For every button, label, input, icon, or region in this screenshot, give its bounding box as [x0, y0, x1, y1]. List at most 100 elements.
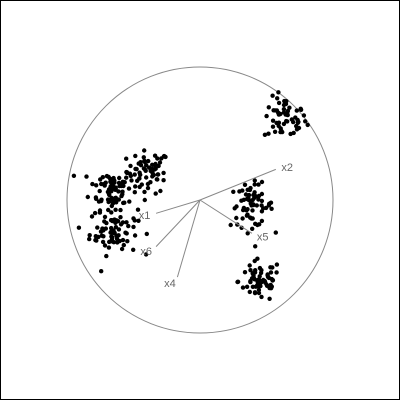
data-point [117, 184, 121, 188]
data-point [87, 237, 91, 241]
data-point [257, 288, 261, 292]
data-point [274, 230, 278, 234]
data-point [94, 238, 98, 242]
data-point [101, 175, 105, 179]
data-point [274, 270, 278, 274]
axis-label-x6: x6 [140, 246, 152, 258]
data-point [124, 170, 128, 174]
data-point [144, 175, 148, 179]
data-point [267, 105, 271, 109]
data-point [162, 154, 166, 158]
data-point [271, 125, 275, 129]
data-point [111, 201, 115, 205]
data-point [306, 123, 310, 127]
data-point [251, 271, 255, 275]
data-point [246, 196, 250, 200]
data-point [131, 248, 135, 252]
data-point [131, 225, 135, 229]
data-point [161, 178, 165, 182]
data-point [286, 113, 290, 117]
data-point [99, 269, 103, 273]
data-point [243, 270, 247, 274]
data-point [248, 290, 252, 294]
data-point [94, 183, 98, 187]
data-point [243, 183, 247, 187]
data-point [111, 176, 115, 180]
data-point [245, 207, 249, 211]
data-point [118, 208, 122, 212]
data-point [98, 210, 102, 214]
data-point [265, 272, 269, 276]
data-point [125, 239, 129, 243]
data-point [270, 265, 274, 269]
data-point [267, 297, 271, 301]
data-point [245, 285, 249, 289]
data-point [253, 291, 257, 295]
data-point [124, 176, 128, 180]
data-point [145, 232, 149, 236]
data-point [116, 219, 120, 223]
data-point [276, 90, 280, 94]
data-point [261, 206, 265, 210]
data-point [295, 108, 299, 112]
axis-label-x2: x2 [281, 162, 293, 174]
data-point [90, 182, 94, 186]
data-point [117, 176, 121, 180]
data-point [259, 271, 263, 275]
data-point [94, 197, 98, 201]
data-point [95, 225, 99, 229]
data-point [152, 173, 156, 177]
data-point [234, 216, 238, 220]
data-point [269, 201, 273, 205]
data-point [250, 227, 254, 231]
data-point [133, 167, 137, 171]
data-point [258, 266, 262, 270]
data-point [94, 234, 98, 238]
data-point [156, 172, 160, 176]
data-point [118, 215, 122, 219]
data-point [133, 172, 137, 176]
data-point [260, 219, 264, 223]
data-point [264, 114, 268, 118]
data-point [287, 106, 291, 110]
data-point [148, 180, 152, 184]
data-point [142, 159, 146, 163]
data-point [127, 186, 131, 190]
data-point [296, 120, 300, 124]
data-point [158, 189, 162, 193]
data-point [297, 126, 301, 130]
data-point [252, 190, 256, 194]
data-point [290, 117, 294, 121]
data-point [235, 280, 239, 284]
data-point [275, 96, 279, 100]
data-point [146, 159, 150, 163]
data-point [123, 231, 127, 235]
data-point [277, 101, 281, 105]
data-point [102, 219, 106, 223]
data-point [275, 262, 279, 266]
data-point [282, 107, 286, 111]
data-point [288, 132, 292, 136]
data-point [115, 240, 119, 244]
data-point [120, 190, 124, 194]
data-point [153, 162, 157, 166]
data-point [237, 189, 241, 193]
data-point [99, 229, 103, 233]
data-point [299, 107, 303, 111]
data-point [260, 180, 264, 184]
data-point [248, 263, 252, 267]
data-point [109, 210, 113, 214]
data-point [103, 215, 107, 219]
data-point [231, 190, 235, 194]
axis-label-x5: x5 [257, 232, 269, 244]
data-point [303, 119, 307, 123]
data-point [133, 233, 137, 237]
data-point [241, 208, 245, 212]
data-point [253, 259, 257, 263]
data-point [265, 283, 269, 287]
data-point [256, 182, 260, 186]
data-point [124, 157, 128, 161]
data-point [137, 176, 141, 180]
data-point [88, 233, 92, 237]
data-point [255, 223, 259, 227]
